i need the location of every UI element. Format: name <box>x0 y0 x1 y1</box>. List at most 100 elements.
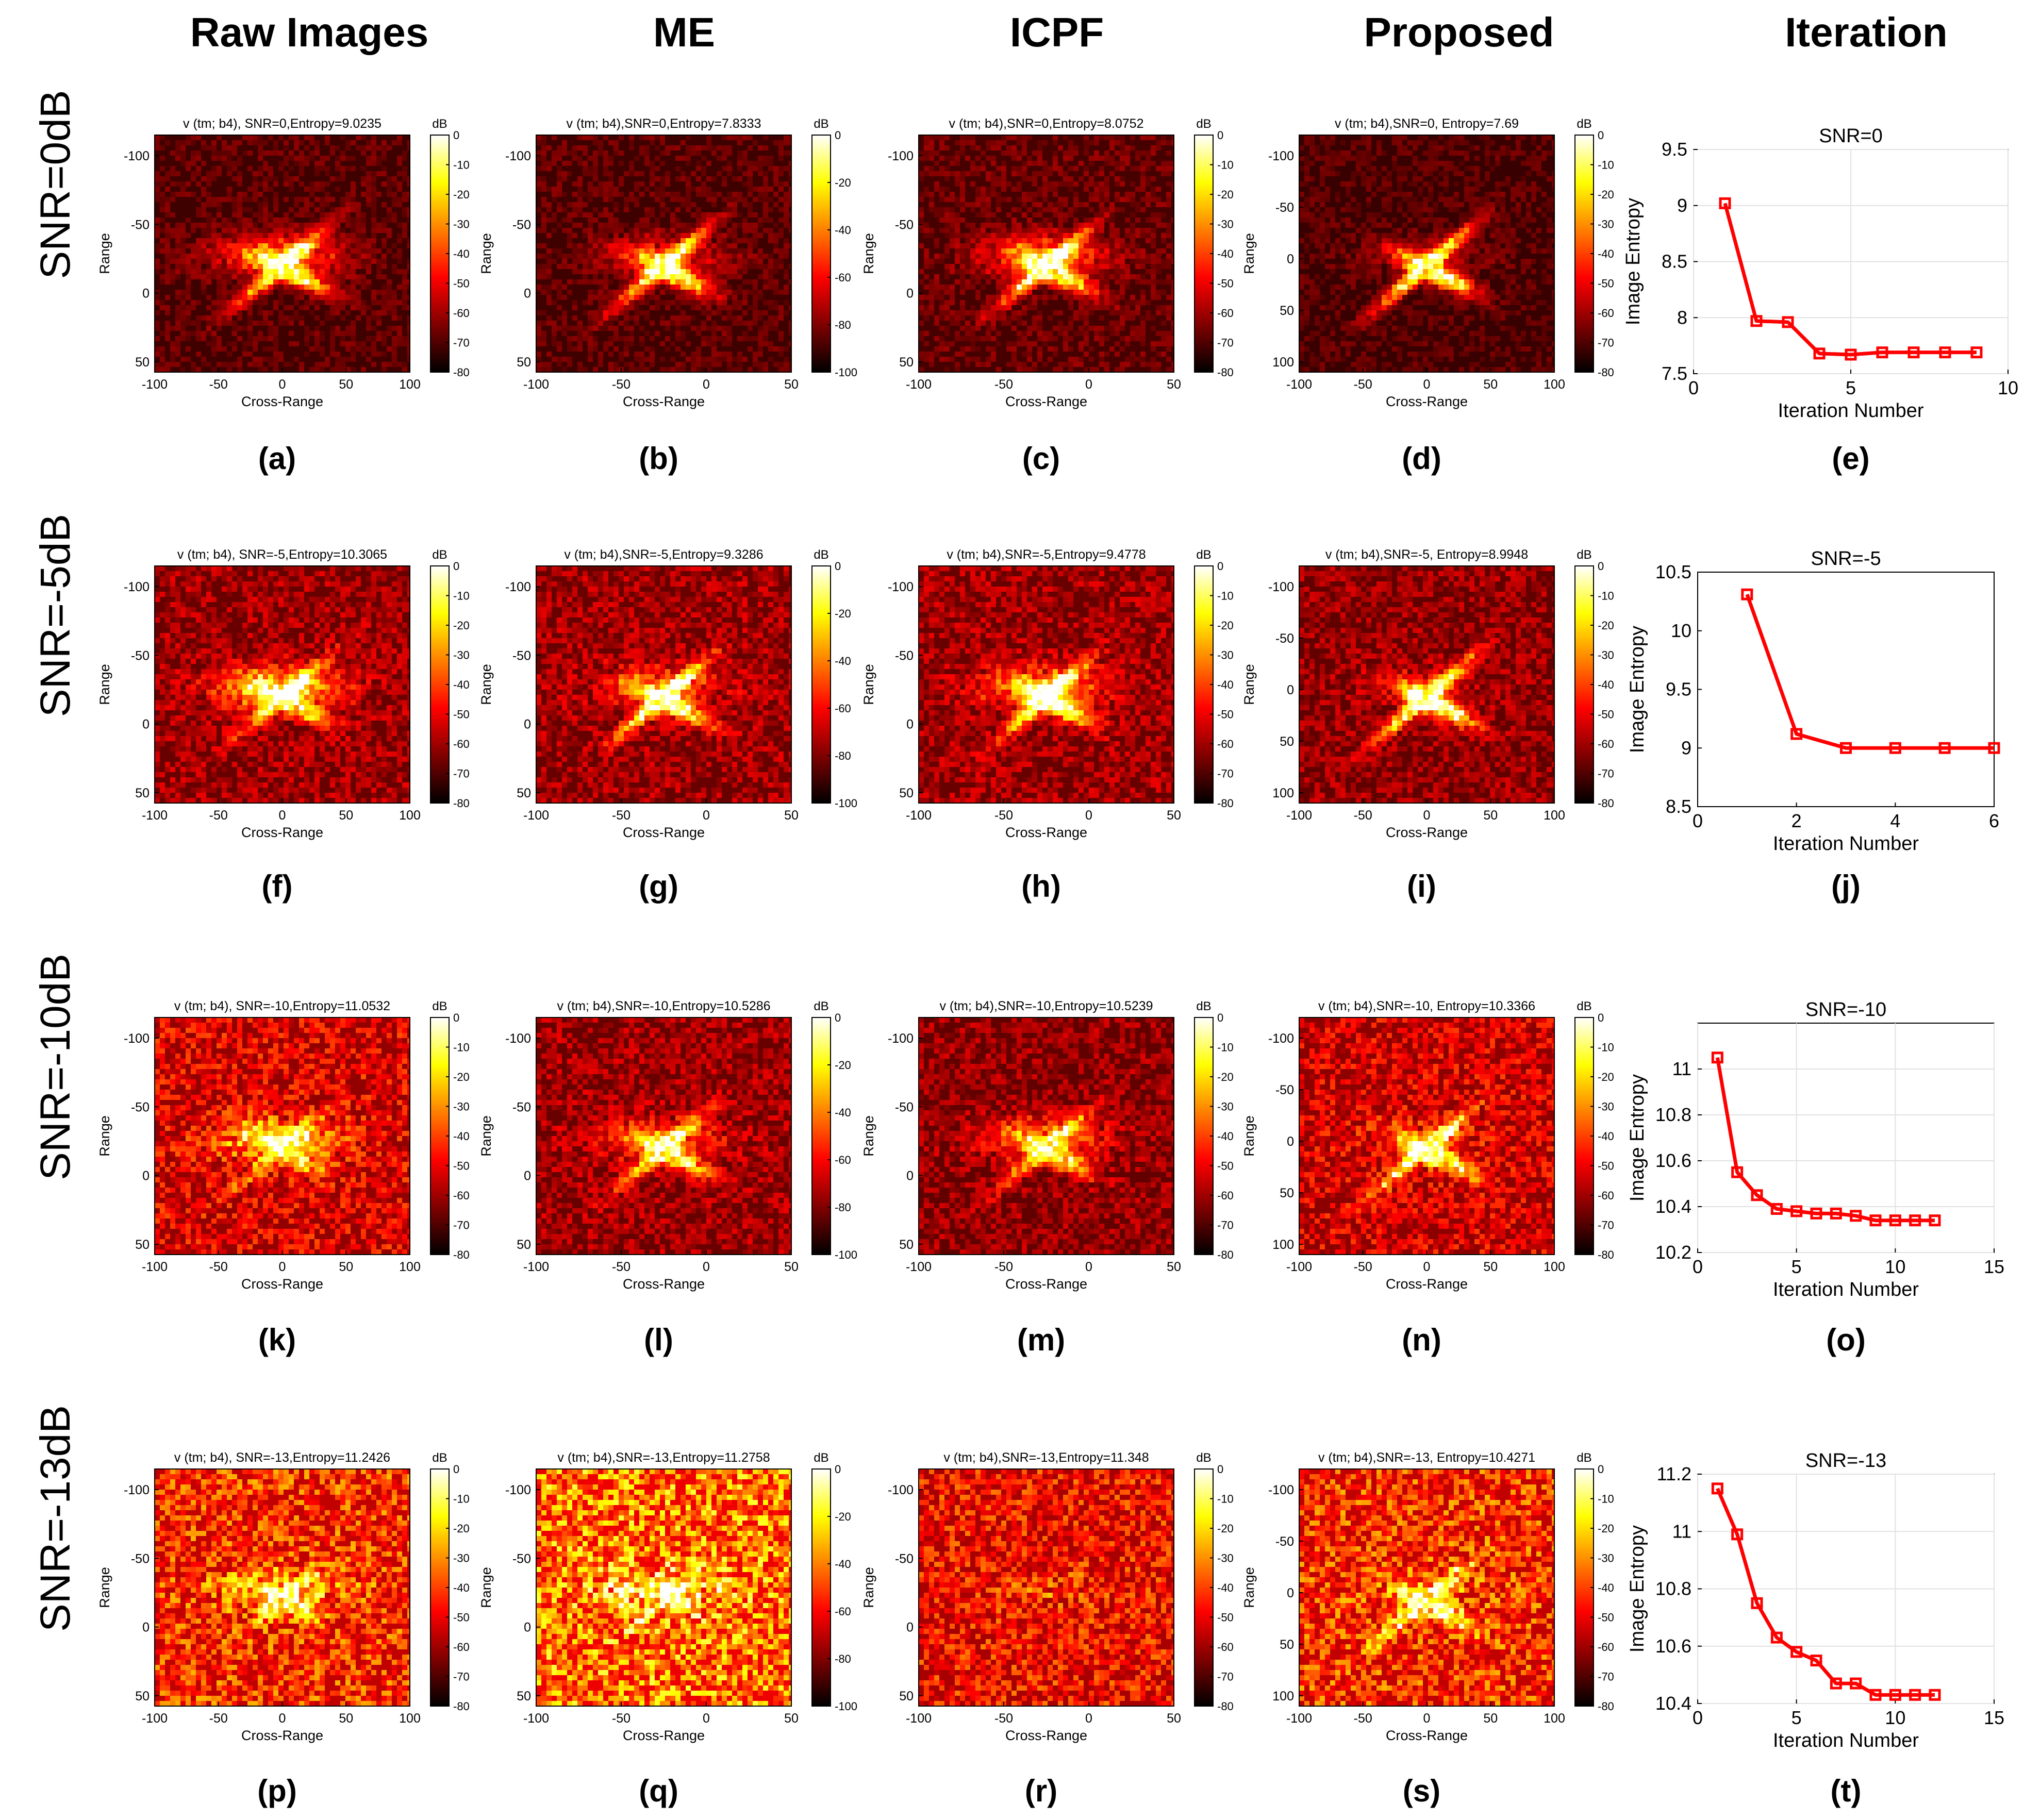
heatmap-cell <box>1125 336 1130 341</box>
heatmap-cell <box>975 192 981 197</box>
heatmap-cell <box>1438 192 1444 197</box>
heatmap-cell <box>603 269 608 274</box>
heatmap-cell <box>289 248 294 254</box>
heatmap-cell <box>619 290 624 295</box>
heatmap-cell <box>1022 295 1027 300</box>
heatmap-cell <box>299 269 304 274</box>
heatmap-cell <box>206 218 211 223</box>
heatmap-cell <box>314 145 320 151</box>
heatmap-cell <box>330 305 335 310</box>
heatmap-cell <box>934 279 939 285</box>
heatmap-cell <box>242 295 247 300</box>
heatmap-cell <box>732 248 737 254</box>
heatmap-cell <box>1541 202 1547 207</box>
heatmap-cell <box>950 285 955 290</box>
heatmap-cell <box>681 310 686 315</box>
heatmap-cell <box>727 207 732 212</box>
heatmap-cell <box>644 238 650 243</box>
heatmap-cell <box>546 285 552 290</box>
heatmap-cell <box>541 140 546 145</box>
heatmap-cell <box>196 331 201 336</box>
heatmap-cell <box>206 331 211 336</box>
heatmap-cell <box>392 300 397 305</box>
heatmap-cell <box>351 279 356 285</box>
heatmap-cell <box>263 346 268 352</box>
heatmap-cell <box>206 321 211 326</box>
heatmap-cell <box>397 315 402 321</box>
heatmap-cell <box>160 145 165 151</box>
heatmap-cell <box>727 254 732 259</box>
heatmap-cell <box>613 264 619 269</box>
heatmap-cell <box>1027 228 1032 233</box>
heatmap-cell <box>981 285 986 290</box>
heatmap-cell <box>356 259 361 264</box>
heatmap-cell <box>237 140 242 145</box>
heatmap-cell <box>1130 228 1135 233</box>
heatmap-cell <box>366 145 371 151</box>
heatmap-cell <box>299 166 304 171</box>
x-tick-label: -50 <box>209 377 228 392</box>
heatmap-cell <box>567 326 572 331</box>
heatmap-cell <box>325 202 330 207</box>
heatmap-cell <box>655 218 660 223</box>
heatmap-cell <box>763 202 768 207</box>
heatmap-cell <box>950 321 955 326</box>
heatmap-cell <box>314 274 320 279</box>
heatmap-cell <box>381 336 387 341</box>
heatmap-cell <box>552 259 557 264</box>
heatmap-cell <box>1104 176 1109 181</box>
heatmap-cell <box>1428 197 1433 202</box>
heatmap-cell <box>763 269 768 274</box>
heatmap-cell <box>1376 151 1382 156</box>
heatmap-cell <box>206 259 211 264</box>
heatmap-cell <box>986 212 991 218</box>
heatmap-cell <box>763 176 768 181</box>
heatmap-cell <box>1073 290 1079 295</box>
heatmap-cell <box>196 300 201 305</box>
heatmap-cell <box>1413 212 1418 218</box>
heatmap-cell <box>753 357 758 362</box>
heatmap-cell <box>748 207 753 212</box>
heatmap-cell <box>675 223 681 228</box>
heatmap-cell <box>1115 367 1120 372</box>
heatmap-cell <box>1382 166 1387 171</box>
heatmap-cell <box>325 166 330 171</box>
heatmap-cell <box>986 254 991 259</box>
heatmap-cell <box>660 228 665 233</box>
heatmap-cell <box>1058 181 1063 187</box>
heatmap-cell <box>1053 192 1058 197</box>
heatmap-cell <box>567 264 572 269</box>
heatmap-cell <box>965 321 970 326</box>
heatmap-cell <box>768 207 773 212</box>
heatmap-cell <box>763 161 768 166</box>
heatmap-cell <box>1104 218 1109 223</box>
heatmap-cell <box>1094 264 1099 269</box>
heatmap-cell <box>278 228 284 233</box>
heatmap-cell <box>970 207 975 212</box>
heatmap-cell <box>1120 346 1125 352</box>
heatmap-cell <box>1104 151 1109 156</box>
heatmap-cell <box>557 192 562 197</box>
heatmap-cell <box>1438 197 1444 202</box>
heatmap-cell <box>1156 248 1161 254</box>
heatmap-cell <box>944 274 950 279</box>
heatmap-cell <box>1063 228 1068 233</box>
heatmap-cell <box>1474 156 1480 161</box>
heatmap-cell <box>634 367 639 372</box>
heatmap-cell <box>1058 362 1063 367</box>
heatmap-cell <box>1037 228 1042 233</box>
heatmap-cell <box>1084 248 1089 254</box>
heatmap-cell <box>345 197 351 202</box>
heatmap-cell <box>784 140 789 145</box>
heatmap-cell <box>1006 315 1011 321</box>
heatmap-cell <box>1120 248 1125 254</box>
heatmap-cell <box>722 176 727 181</box>
heatmap-cell <box>314 207 320 212</box>
heatmap-cell <box>919 176 924 181</box>
heatmap-cell <box>546 315 552 321</box>
heatmap-cell <box>996 248 1001 254</box>
heatmap-cell <box>191 228 196 233</box>
heatmap-cell <box>330 269 335 274</box>
heatmap-cell <box>629 274 634 279</box>
heatmap-cell <box>258 228 263 233</box>
